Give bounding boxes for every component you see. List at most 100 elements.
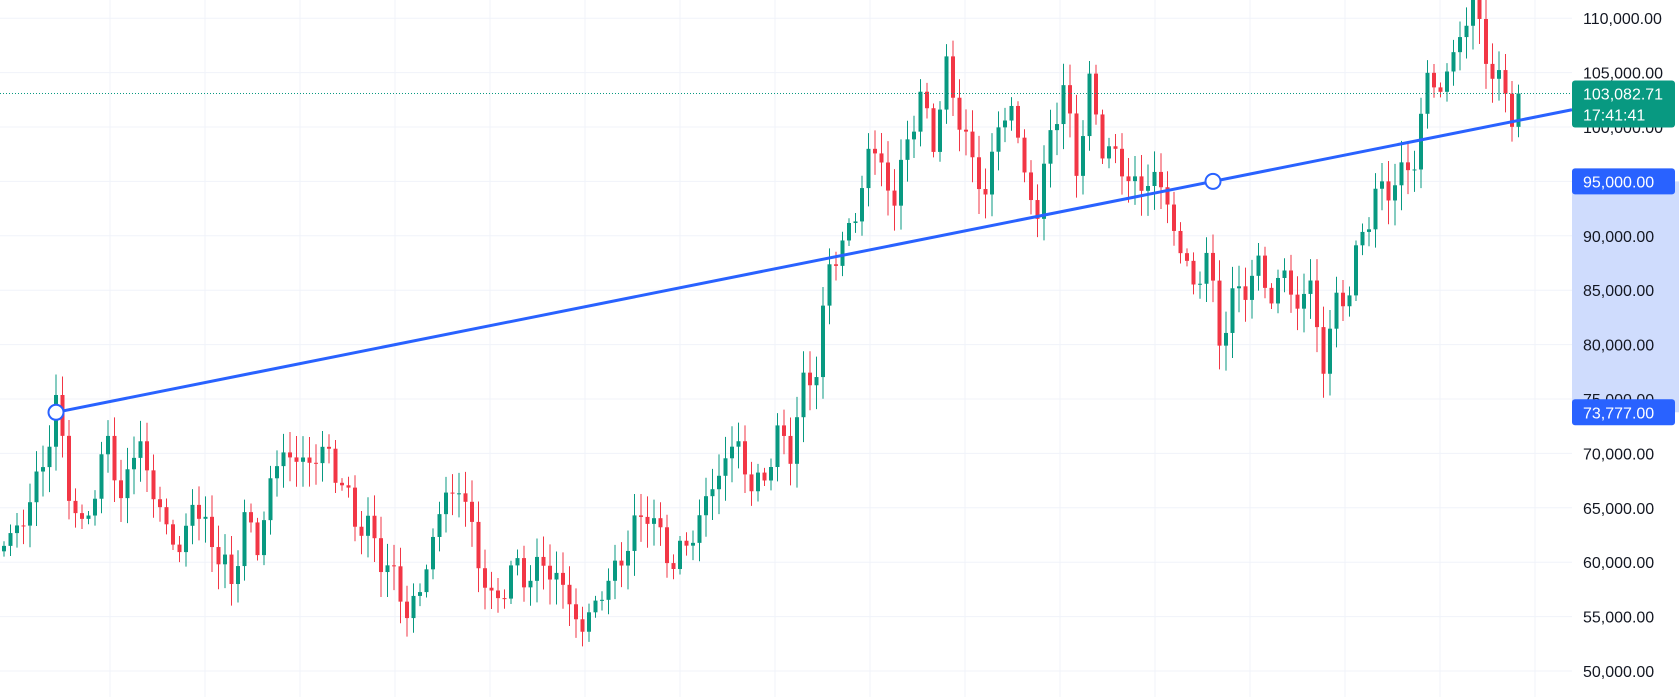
candle-body (762, 472, 767, 481)
candle-body (1029, 172, 1033, 201)
candle-body (1237, 286, 1241, 289)
candle-body (1503, 70, 1508, 94)
candle-body (190, 504, 195, 526)
candle-body (483, 568, 487, 588)
candle-body (8, 533, 13, 546)
candle-body (515, 558, 520, 566)
candle-body (281, 452, 286, 467)
candle-body (216, 547, 221, 565)
candle-body (691, 542, 695, 546)
candle-body (320, 446, 325, 464)
candle-body (1165, 187, 1170, 205)
candle-body (977, 157, 981, 190)
y-tick-label: 85,000.00 (1583, 283, 1654, 300)
candle-body (1315, 280, 1319, 328)
candle-body (21, 525, 26, 527)
candle-body (392, 565, 396, 567)
candle-body (652, 518, 656, 524)
candle-body (1100, 114, 1105, 159)
candle-body (509, 565, 513, 599)
candle-body (359, 526, 364, 536)
price-tag-label: 73,777.00 (1583, 405, 1654, 422)
candle-body (307, 457, 312, 463)
candle-body (54, 395, 58, 447)
candle-body (249, 512, 253, 523)
candle-body (73, 500, 78, 514)
candle-body (957, 97, 962, 130)
candle-body (827, 264, 832, 306)
candle-body (678, 540, 682, 569)
trendline[interactable] (55, 108, 1573, 414)
candle-body (938, 109, 942, 152)
candle-body (814, 377, 819, 386)
candle-body (821, 305, 825, 378)
candle-body (1217, 280, 1222, 346)
candle-body (112, 435, 117, 481)
candle-body (1516, 93, 1521, 127)
candle-body (457, 493, 461, 495)
candle-body (99, 454, 104, 499)
y-tick-label: 80,000.00 (1583, 338, 1654, 355)
candle-body (561, 572, 565, 585)
candle-body (1341, 292, 1345, 307)
candle-body (1367, 229, 1371, 232)
candle-body (1490, 63, 1495, 79)
candle-body (1425, 72, 1430, 114)
candle-body (2, 545, 6, 552)
candle-body (164, 507, 169, 525)
candle-body (171, 524, 175, 545)
y-tick-label: 105,000.00 (1583, 66, 1663, 83)
candle-body (1412, 169, 1417, 171)
candle-body (1438, 87, 1443, 92)
candle-body (327, 446, 331, 449)
candle-body (847, 223, 851, 241)
candle-body (626, 550, 630, 566)
candle-body (489, 587, 494, 591)
candle-body (1009, 105, 1014, 121)
candle-body (1022, 137, 1027, 173)
candle-body (1321, 327, 1326, 374)
candle-body (106, 435, 110, 455)
candle-body (1191, 260, 1196, 285)
candle-body (255, 522, 260, 556)
candle-body (684, 540, 689, 546)
candle-body (1432, 72, 1436, 88)
candle-body (860, 188, 864, 222)
candle-body (41, 467, 45, 472)
candle-body (333, 448, 338, 483)
candle-body (1035, 200, 1040, 219)
candle-body (301, 457, 305, 462)
last-price-tag (1572, 80, 1675, 128)
candle-body (749, 474, 754, 492)
candle-body (873, 148, 877, 154)
trendline-anchor-handle[interactable] (1204, 172, 1222, 190)
candle-body (158, 499, 162, 508)
candle-body (463, 493, 468, 502)
candle-body (411, 595, 416, 619)
candle-body (1081, 136, 1085, 176)
candle-body (1282, 270, 1287, 278)
candle-body (970, 131, 975, 158)
candle-body (1406, 162, 1410, 171)
candle-body (1146, 185, 1150, 191)
candle-body (801, 372, 806, 418)
candle-body (834, 264, 838, 266)
candle-body (1386, 181, 1391, 201)
candle-body (1295, 294, 1300, 309)
candle-body (197, 504, 201, 519)
trendline-anchor-handle[interactable] (47, 403, 65, 421)
candle-body (262, 520, 266, 556)
candle-body (1243, 286, 1248, 300)
candle-body (925, 91, 929, 109)
candle-body (294, 457, 299, 462)
candle-body (736, 441, 741, 447)
candle-body (1471, 0, 1475, 26)
candle-body (1211, 252, 1215, 281)
y-tick-label: 110,000.00 (1583, 11, 1662, 28)
candle-body (1484, 18, 1488, 64)
candle-body (639, 515, 643, 517)
candle-body (223, 554, 227, 565)
candle-body (34, 471, 39, 503)
candle-body (385, 565, 390, 573)
